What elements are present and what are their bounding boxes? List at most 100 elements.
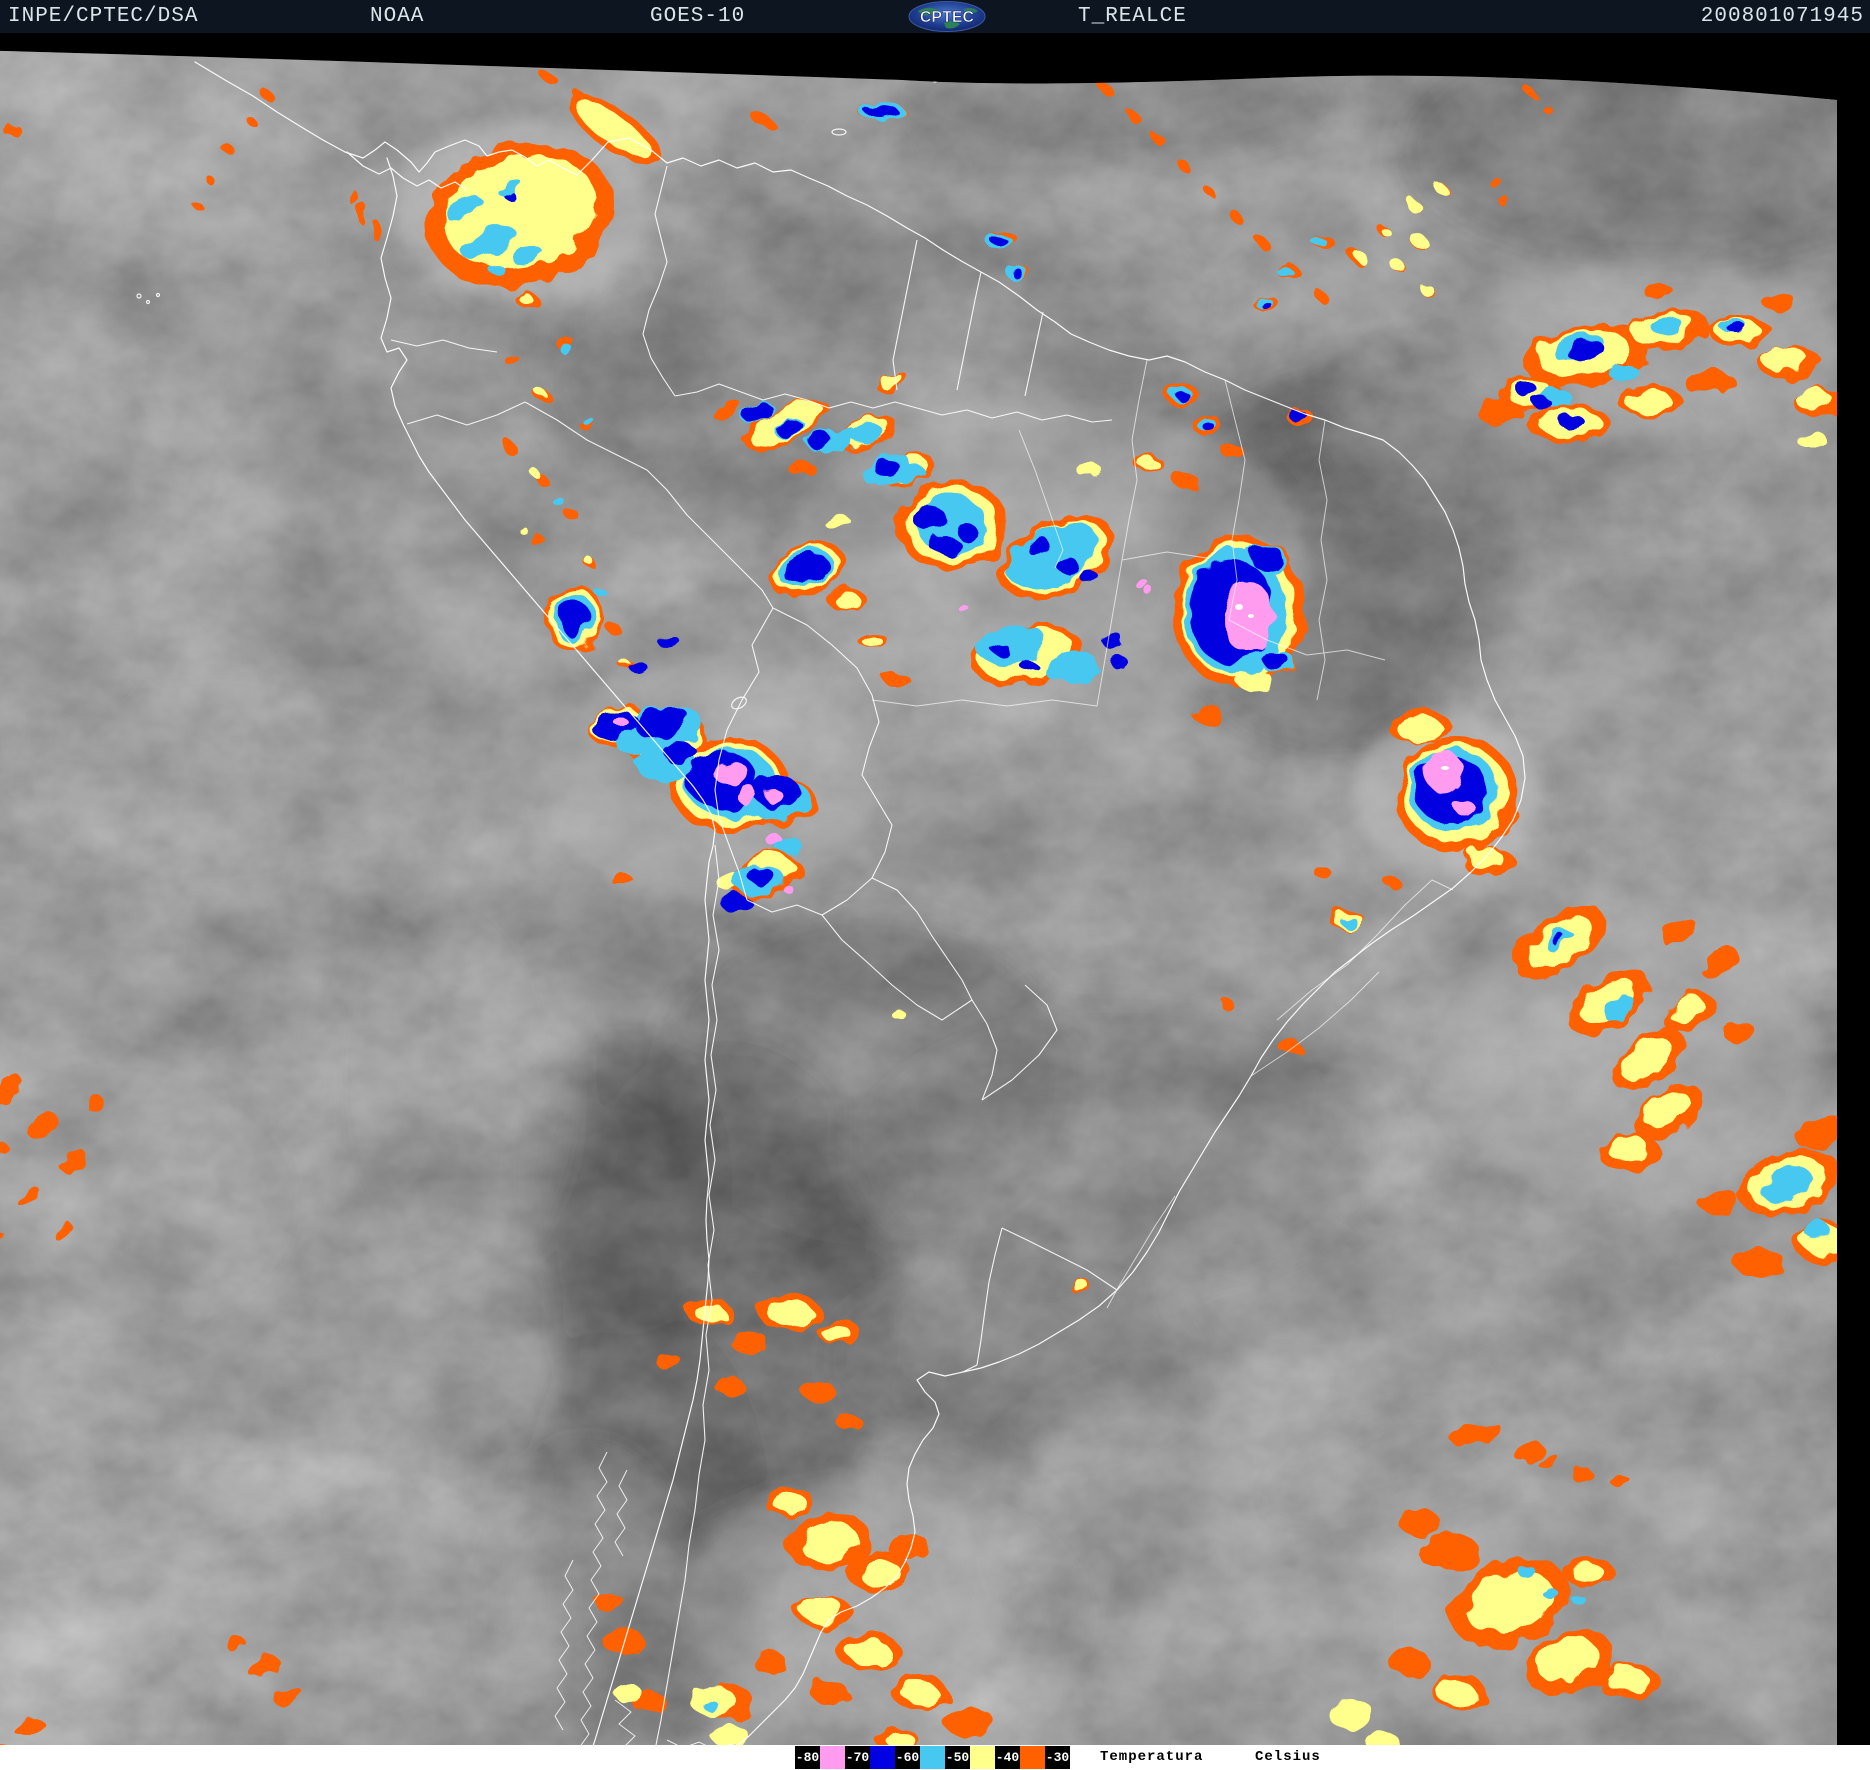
legend-title: Temperatura <box>1100 1749 1204 1765</box>
logo-text: CPTEC <box>920 9 975 26</box>
enhanced-cell <box>1191 705 1223 723</box>
enhanced-cell <box>835 593 861 609</box>
enhanced-cell <box>1080 570 1098 584</box>
enhanced-cell <box>865 106 899 118</box>
enhanced-cell <box>1313 289 1329 303</box>
border-chile-bolivia <box>718 817 748 901</box>
enhanced-cell <box>1454 799 1474 815</box>
hot-speck <box>1441 766 1449 770</box>
enhanced-cell <box>1262 651 1288 669</box>
enhanced-cell <box>594 1593 624 1611</box>
enhanced-cell <box>1222 583 1276 653</box>
border-guyana <box>892 239 918 391</box>
enhanced-cell <box>890 1008 904 1018</box>
legend-swatch-minus60 <box>920 1746 945 1769</box>
border-peru-bolivia <box>714 607 774 819</box>
enhanced-cell <box>782 553 828 583</box>
enhanced-cell <box>445 196 483 220</box>
satellite-map <box>0 33 1870 1745</box>
state-border-5 <box>1121 539 1233 561</box>
enhanced-cell <box>1101 632 1123 648</box>
enhanced-cell <box>1518 1566 1536 1578</box>
enhanced-cell <box>534 473 550 487</box>
enhanced-cell <box>1761 346 1807 372</box>
hot-speck <box>1248 614 1254 618</box>
enhanced-cell <box>1430 179 1446 193</box>
border-guianas-south <box>916 407 1113 423</box>
enhanced-cell <box>1543 105 1555 117</box>
legend-swatch-minus50 <box>970 1746 995 1769</box>
enhanced-cell <box>956 524 978 540</box>
enhanced-cell <box>503 442 521 458</box>
enhanced-cell <box>1397 716 1443 742</box>
enhanced-cell <box>960 606 970 614</box>
logo-land-south <box>944 21 960 29</box>
enhanced-cell <box>747 110 777 130</box>
enhanced-cell <box>1404 197 1424 215</box>
legend-tick: -70 <box>845 1746 870 1769</box>
enhanced-cell <box>851 424 883 444</box>
enhanced-cell <box>801 1596 843 1624</box>
border-colombia-peru <box>524 401 648 471</box>
enhanced-cell <box>1604 995 1634 1021</box>
enhanced-cell <box>504 192 516 200</box>
enhanced-cell <box>1607 1136 1649 1162</box>
enhanced-cell <box>1516 383 1538 397</box>
border-paraguay-brazil <box>871 877 973 1001</box>
legend-bar: -80 -70 -60 -50 -40 -30 Temperatura Cels… <box>0 1745 1870 1770</box>
enhanced-cell <box>1021 660 1037 672</box>
enhanced-cell <box>528 467 540 477</box>
enhanced-cell <box>1498 197 1510 205</box>
enhanced-cell <box>662 742 696 762</box>
state-border-2 <box>1018 429 1064 569</box>
legend-swatch-minus80 <box>820 1746 845 1769</box>
enhanced-cell <box>714 1377 744 1395</box>
enhanced-cell <box>1230 211 1244 225</box>
enhanced-cell <box>874 459 900 477</box>
enhanced-cell <box>193 201 203 211</box>
legend-swatch-minus40 <box>1020 1746 1045 1769</box>
enhanced-cell <box>1487 177 1501 185</box>
enhanced-cell <box>789 463 817 477</box>
enhanced-cell <box>1698 1189 1740 1215</box>
border-bolivia-argentina <box>746 899 823 916</box>
enhanced-cell <box>1514 1442 1544 1462</box>
enhanced-cell <box>369 218 379 238</box>
border-uruguay-brazil <box>1001 1227 1118 1291</box>
enhanced-cell <box>1354 251 1370 265</box>
enhanced-cell <box>1258 298 1268 306</box>
coastline-pacific <box>380 157 716 1745</box>
enhanced-cell <box>1437 1681 1475 1705</box>
enhanced-cell <box>532 386 548 398</box>
enhanced-cell <box>656 633 678 647</box>
enhanced-cell <box>1466 1571 1554 1635</box>
enhanced-cell <box>1151 133 1167 147</box>
enhanced-cell <box>611 874 633 886</box>
enhanced-cell <box>1146 589 1156 597</box>
enhanced-cell <box>1620 1037 1672 1081</box>
enhanced-cell <box>1219 998 1233 1008</box>
enhanced-cell <box>1222 445 1244 459</box>
enhanced-cell <box>244 114 256 126</box>
enhanced-cell <box>462 225 516 261</box>
legend-tick: -80 <box>795 1746 820 1769</box>
enhanced-cell <box>944 1707 994 1737</box>
enhanced-cell <box>823 515 851 529</box>
enhanced-cell <box>1110 656 1128 668</box>
enhanced-cell <box>1538 1455 1560 1469</box>
enhanced-cell <box>884 673 910 687</box>
border-bolivia-brazil <box>772 607 893 879</box>
enhanced-cell <box>490 266 506 276</box>
enhanced-cell <box>614 1684 642 1702</box>
enhanced-cell <box>1605 1666 1647 1692</box>
legend-tick: -40 <box>995 1746 1020 1769</box>
patagonia-fjords <box>554 1451 764 1745</box>
enhanced-cell <box>1722 1022 1756 1042</box>
enhanced-cell <box>990 642 1008 654</box>
enhanced-cell <box>713 759 747 785</box>
enhanced-cell <box>529 535 545 545</box>
enhanced-cell <box>656 1354 682 1370</box>
enhanced-cell <box>1388 1649 1430 1675</box>
goes10-ir-image <box>0 33 1837 1745</box>
